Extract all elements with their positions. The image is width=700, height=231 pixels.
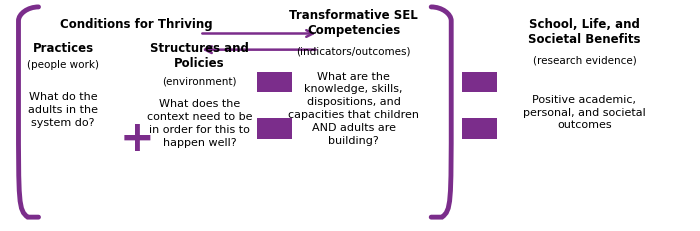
Text: What do the
adults in the
system do?: What do the adults in the system do? [28,92,98,128]
FancyBboxPatch shape [462,72,497,92]
Text: (environment): (environment) [162,76,237,86]
Text: School, Life, and
Societal Benefits: School, Life, and Societal Benefits [528,18,640,46]
Text: (research evidence): (research evidence) [533,55,636,65]
Text: Conditions for Thriving: Conditions for Thriving [60,18,213,31]
Text: (indicators/outcomes): (indicators/outcomes) [296,46,411,56]
FancyBboxPatch shape [462,118,497,139]
Text: Structures and
Policies: Structures and Policies [150,42,249,70]
Text: What does the
context need to be
in order for this to
happen well?: What does the context need to be in orde… [147,99,252,148]
Text: Positive academic,
personal, and societal
outcomes: Positive academic, personal, and societa… [523,95,646,130]
Text: +: + [119,118,154,160]
Text: What are the
knowledge, skills,
dispositions, and
capacities that children
AND a: What are the knowledge, skills, disposit… [288,72,419,146]
FancyBboxPatch shape [257,72,292,92]
Text: Practices: Practices [32,42,94,55]
Text: Transformative SEL
Competencies: Transformative SEL Competencies [289,9,418,37]
Text: (people work): (people work) [27,60,99,70]
FancyBboxPatch shape [257,118,292,139]
